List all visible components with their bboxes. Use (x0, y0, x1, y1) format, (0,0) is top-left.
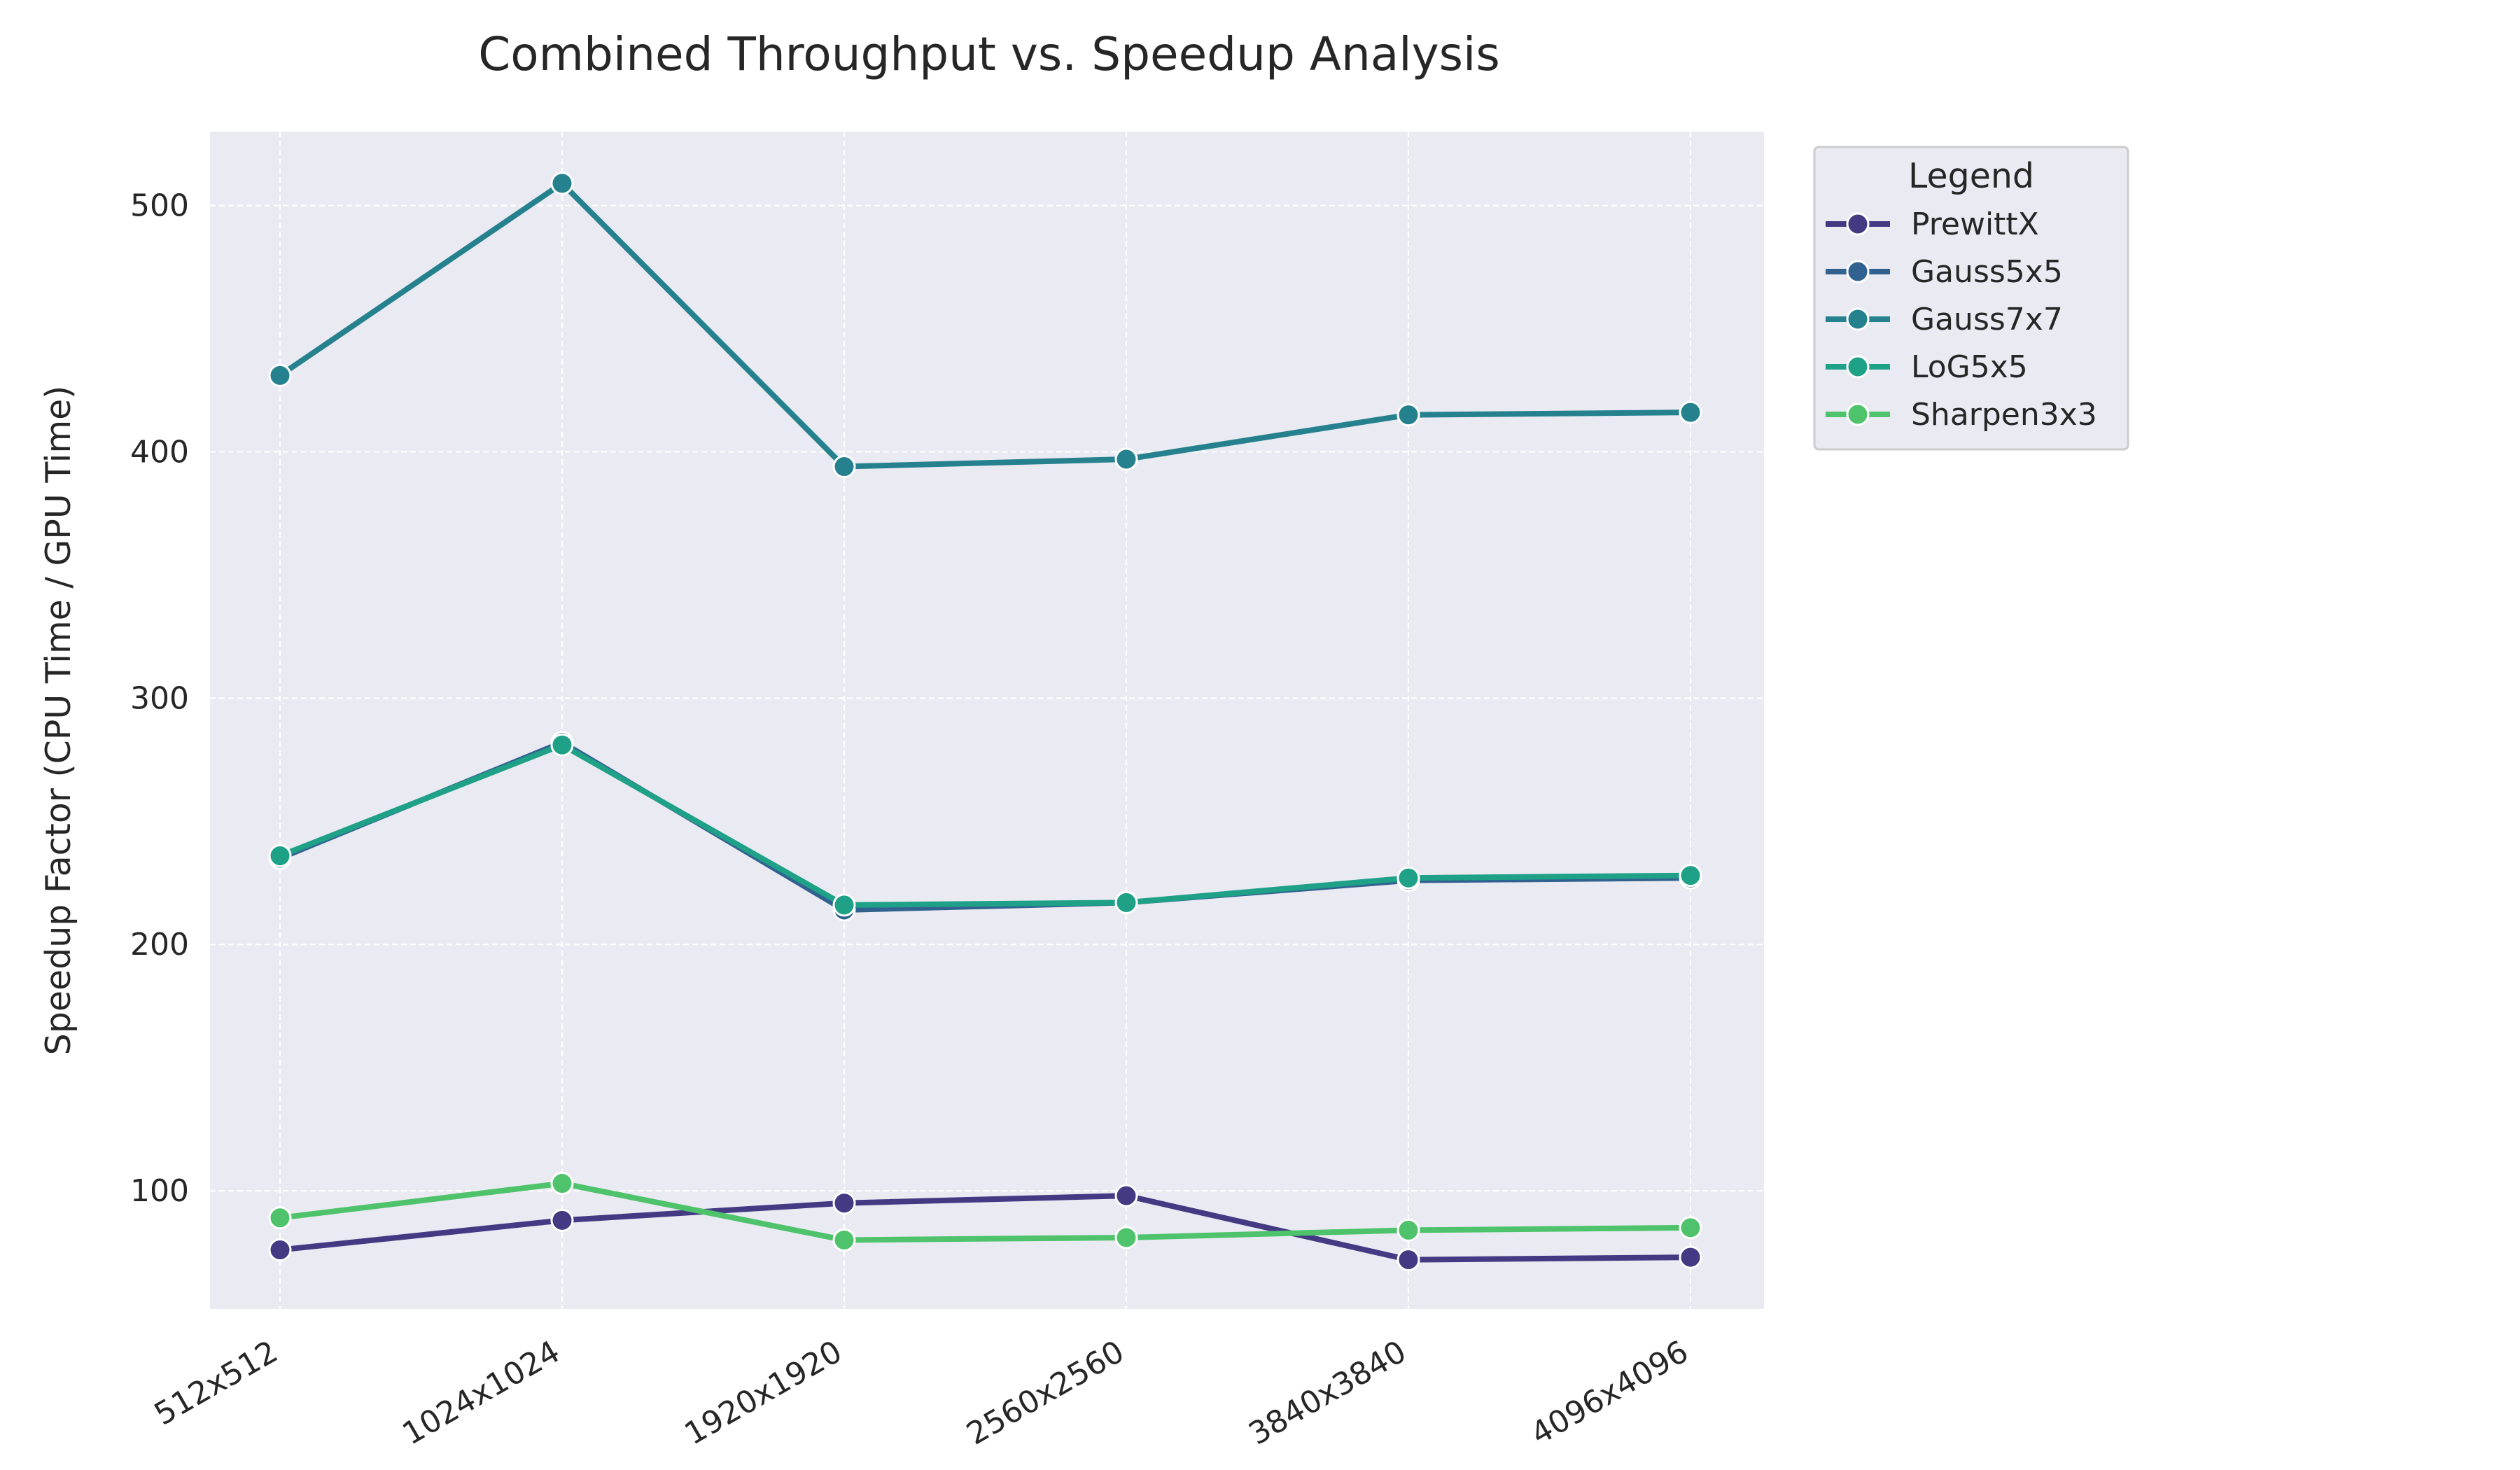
data-point (1114, 890, 1138, 914)
data-point (1114, 447, 1138, 471)
data-point (1114, 1226, 1138, 1250)
data-point (268, 1206, 292, 1230)
grid-lines (210, 132, 1764, 1309)
x-tick-label: 1920x1920 (678, 1334, 848, 1452)
data-point (268, 363, 292, 387)
x-tick-label: 4096x4096 (1525, 1334, 1694, 1452)
legend-swatch-marker (1846, 402, 1870, 426)
data-point (268, 844, 292, 868)
data-point (1396, 1248, 1420, 1272)
data-point (1114, 1184, 1138, 1208)
data-point (832, 1191, 856, 1215)
data-point (1679, 1245, 1702, 1269)
series-line (277, 1193, 1693, 1263)
legend-swatch-marker (1846, 260, 1870, 284)
data-point (550, 1172, 574, 1196)
legend-label: PrewittX (1911, 206, 2039, 242)
legend-label: Sharpen3x3 (1911, 397, 2097, 433)
x-tick-label: 2560x2560 (960, 1334, 1130, 1452)
legend-swatch-marker (1846, 355, 1870, 379)
y-tick-labels: 100 200 300 400 500 (130, 188, 189, 1210)
legend-items: PrewittX Gauss5x5 Gauss7x7 LoG5x5 Sharpen3x3 (1826, 206, 2097, 433)
legend-label: Gauss7x7 (1911, 302, 2063, 337)
data-point (832, 1228, 856, 1252)
data-point (1679, 400, 1702, 424)
series-lines (268, 172, 1702, 1272)
x-tick-label: 1024x1024 (396, 1334, 566, 1452)
x-tick-label: 512x512 (148, 1334, 284, 1432)
data-point (1396, 1218, 1420, 1242)
x-tick-label: 3840x3840 (1242, 1334, 1412, 1452)
x-tick-labels: 512x512 1024x1024 1920x1920 2560x2560 3840x3… (148, 1334, 1695, 1452)
y-tick-label: 100 (130, 1173, 189, 1209)
data-point (1396, 403, 1420, 427)
series-line (277, 1180, 1693, 1243)
data-point (550, 1208, 574, 1232)
y-tick-label: 400 (130, 434, 189, 470)
data-point (1396, 866, 1420, 890)
series-line (277, 742, 1693, 908)
chart-title: Combined Throughput vs. Speedup Analysis (478, 27, 1500, 81)
data-point (550, 172, 574, 195)
series-line (277, 180, 1693, 470)
data-point (1679, 864, 1702, 888)
y-tick-label: 500 (130, 188, 189, 224)
legend: Legend PrewittX Gauss5x5 Gauss7x7 LoG5x5 Sha… (1813, 146, 2129, 451)
legend-label: Gauss5x5 (1911, 254, 2063, 290)
legend-swatch-marker (1846, 212, 1870, 236)
data-point (832, 455, 856, 479)
legend-title: Legend (1908, 156, 2034, 196)
data-point (1679, 1216, 1702, 1240)
y-tick-label: 300 (130, 680, 189, 716)
plot-area (210, 132, 1764, 1309)
data-point (268, 1238, 292, 1262)
y-axis-label: Speedup Factor (CPU Time / GPU Time) (38, 386, 78, 1056)
y-tick-label: 200 (130, 927, 189, 962)
legend-swatch-marker (1846, 307, 1870, 331)
data-point (550, 733, 574, 757)
data-point (832, 893, 856, 917)
legend-box (1813, 146, 2129, 451)
legend-label: LoG5x5 (1911, 349, 2028, 385)
